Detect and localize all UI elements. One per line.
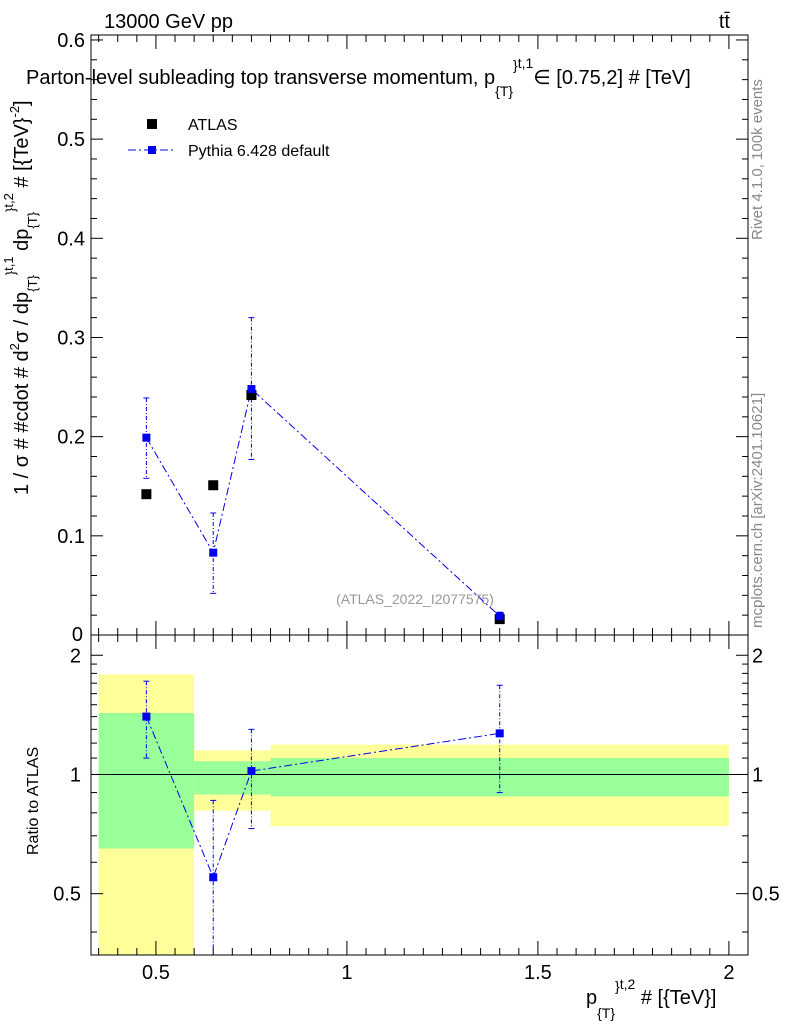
- ratio-ytick-label-left: 1: [70, 764, 81, 786]
- main-data-marks: [141, 317, 505, 625]
- main-axis-ticks: 0.1 0.2 0.3 0.4 0.5 0.6 0: [57, 30, 748, 646]
- title-sup-b: t,1: [518, 55, 534, 71]
- main-ytick-label-zero: 0: [72, 624, 83, 646]
- title-main: Parton-level subleading top transverse m…: [26, 67, 495, 89]
- mc-point: [209, 548, 218, 557]
- mc-line: [145, 388, 501, 617]
- main-y-axis-label: 1 / σ # #cdot # d2σ / dp{T}}t,1 dp{T}}t,…: [1, 100, 40, 495]
- x-axis-label: p{T}}t,2 # [{TeV}]: [586, 976, 716, 1021]
- legend-label-pythia: Pythia 6.428 default: [188, 143, 330, 160]
- energy-label: 13000 GeV pp: [104, 11, 233, 33]
- analysis-watermark: (ATLAS_2022_I2077575): [336, 591, 494, 607]
- atlas-point: [141, 489, 152, 500]
- ratio-uncertainty-bands: [91, 674, 748, 955]
- main-ytick-label: 0.4: [57, 228, 85, 250]
- title-sub: {T}: [495, 83, 513, 99]
- main-ytick-label: 0.3: [57, 327, 85, 349]
- ratio-ytick-label-right: 2: [752, 645, 763, 667]
- xtick-label: 0.5: [142, 962, 170, 984]
- mc-point: [142, 433, 151, 442]
- ratio-panel-frame: [90, 634, 749, 956]
- ratio-axis-ticks: 0.5 1 1.5 2 0.5 0.5 1 1 2 2: [53, 635, 780, 984]
- ratio-mc-point: [142, 712, 151, 721]
- ratio-ytick-label-right: 0.5: [752, 884, 780, 906]
- mc-point: [247, 385, 256, 394]
- mcplots-label: mcplots.cern.ch [arXiv:2401.10621]: [749, 393, 766, 628]
- title-sup: }: [513, 57, 518, 73]
- ratio-data-marks: [142, 680, 504, 956]
- main-ytick-label: 0.6: [57, 30, 85, 52]
- title-tail: ∈ [0.75,2] # [TeV]: [533, 67, 691, 89]
- main-title: Parton-level subleading top transverse m…: [26, 55, 691, 99]
- ratio-mc-point: [495, 729, 504, 738]
- legend-label-atlas: ATLAS: [188, 117, 238, 134]
- ratio-y-axis-label: Ratio to ATLAS: [25, 747, 42, 855]
- ratio-ytick-label-right: 1: [752, 764, 763, 786]
- band-inner-1: [194, 761, 271, 795]
- band-inner-0: [98, 712, 195, 849]
- ratio-mc-line: [145, 716, 500, 879]
- ratio-mc-point: [209, 873, 218, 882]
- xtick-label: 2: [723, 962, 734, 984]
- ratio-ytick-label-left: 0.5: [53, 884, 81, 906]
- ratio-ytick-label-left: 2: [70, 645, 81, 667]
- main-ytick-label: 0.1: [57, 526, 85, 548]
- mc-point: [495, 612, 504, 621]
- main-ytick-label: 0.2: [57, 427, 85, 449]
- atlas-point: [208, 480, 219, 491]
- xtick-label: 1: [341, 962, 352, 984]
- ratio-mc-point: [247, 767, 256, 776]
- legend: ATLAS Pythia 6.428 default: [128, 117, 330, 160]
- legend-marker-pythia: [148, 146, 156, 154]
- process-label: tt̄: [719, 11, 731, 33]
- xtick-label: 1.5: [524, 962, 552, 984]
- atlas-point: [246, 390, 257, 400]
- rivet-version-label: Rivet 4.1.0, 100k events: [749, 79, 766, 240]
- main-ytick-label: 0.5: [57, 129, 85, 151]
- legend-marker-atlas: [147, 119, 157, 129]
